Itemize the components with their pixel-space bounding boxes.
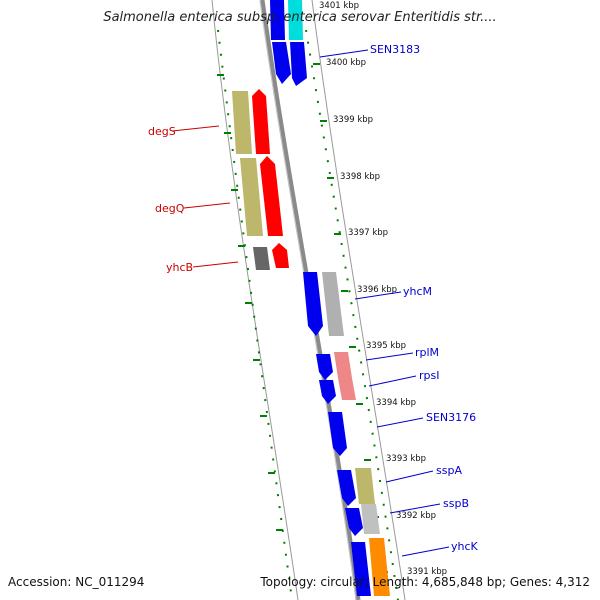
gene-yhcK-orange	[369, 538, 390, 596]
gene-sspA-khaki	[355, 468, 375, 504]
gene-leader-lines	[171, 49, 450, 557]
gene-yhcM	[303, 272, 323, 336]
gene-label-sspB: sspB	[443, 497, 469, 510]
gene-label-degS: degS	[148, 125, 176, 138]
kbp-label: 3398 kbp	[340, 172, 380, 182]
gene-degS-khaki	[232, 91, 252, 154]
gene-sspA	[337, 470, 356, 506]
accession-text: Accession: NC_011294	[8, 575, 145, 589]
gene-label-sen3176: SEN3176	[426, 411, 476, 424]
gene-label-rpsI: rpsI	[419, 369, 439, 382]
gene-rplM	[316, 354, 333, 380]
kbp-label: 3391 kbp	[407, 567, 447, 577]
gene-labels: SEN3183 degS degQ yhcB yhcM rplM rpsI SE…	[148, 43, 479, 553]
kbp-label: 3392 kbp	[396, 511, 436, 521]
track-outline-left	[211, 0, 299, 600]
gene-blue-top-a	[270, 0, 285, 40]
kbp-label: 3400 kbp	[326, 58, 366, 68]
kbp-label: 3395 kbp	[366, 341, 406, 351]
gene-sen3176	[328, 412, 347, 456]
gene-label-yhcK: yhcK	[451, 540, 479, 553]
track-outline-right	[311, 0, 406, 600]
gene-cyan-top	[288, 0, 303, 40]
gene-degS	[252, 89, 270, 154]
gene-sen3183-b	[290, 42, 307, 86]
gene-label-rplM: rplM	[415, 346, 439, 359]
gene-yhcB	[272, 243, 289, 268]
gene-degQ	[260, 156, 283, 236]
gene-label-yhcB: yhcB	[166, 261, 193, 274]
gene-label-yhcM: yhcM	[403, 285, 432, 298]
gene-label-degQ: degQ	[155, 202, 185, 215]
kbp-labels: 3401 kbp 3400 kbp 3399 kbp 3398 kbp 3397…	[319, 1, 447, 577]
kbp-label: 3394 kbp	[376, 398, 416, 408]
gene-label-sspA: sspA	[436, 464, 462, 477]
gene-sspB	[345, 508, 363, 536]
gene-label-sen3183: SEN3183	[370, 43, 420, 56]
gene-yhcK	[351, 542, 371, 596]
gene-yhcB-gray	[253, 247, 270, 270]
gene-sen3183	[272, 42, 291, 84]
kbp-label: 3396 kbp	[357, 285, 397, 295]
genome-summary-text: Topology: circular; Length: 4,685,848 bp…	[260, 575, 590, 589]
gene-rplM-pink	[334, 352, 352, 378]
gene-features	[232, 0, 390, 596]
kbp-label: 3393 kbp	[386, 454, 426, 464]
gene-rpsI	[319, 380, 336, 404]
gene-sspB-gray	[361, 504, 380, 534]
gene-yhcM-gray	[322, 272, 344, 336]
gene-degQ-khaki	[240, 158, 263, 236]
kbp-label: 3401 kbp	[319, 1, 359, 11]
kbp-label: 3399 kbp	[333, 115, 373, 125]
organism-title: Salmonella enterica subsp. enterica sero…	[103, 10, 497, 25]
gene-rpsI-pink	[338, 378, 356, 400]
kbp-label: 3397 kbp	[348, 228, 388, 238]
